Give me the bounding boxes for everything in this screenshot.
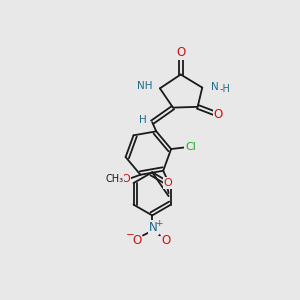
Text: N: N [149, 221, 158, 234]
Text: +: + [155, 219, 163, 228]
Text: O: O [164, 178, 172, 188]
Text: H: H [139, 115, 147, 125]
Text: Cl: Cl [185, 142, 196, 152]
Text: −: − [125, 230, 134, 240]
Text: O: O [214, 108, 223, 121]
Text: CH₃: CH₃ [105, 174, 123, 184]
Text: -H: -H [219, 84, 230, 94]
Text: O: O [176, 46, 185, 59]
Text: O: O [161, 233, 171, 247]
Text: O: O [122, 174, 130, 184]
Text: N: N [212, 82, 219, 92]
Text: NH: NH [137, 81, 152, 91]
Text: O: O [132, 233, 141, 247]
